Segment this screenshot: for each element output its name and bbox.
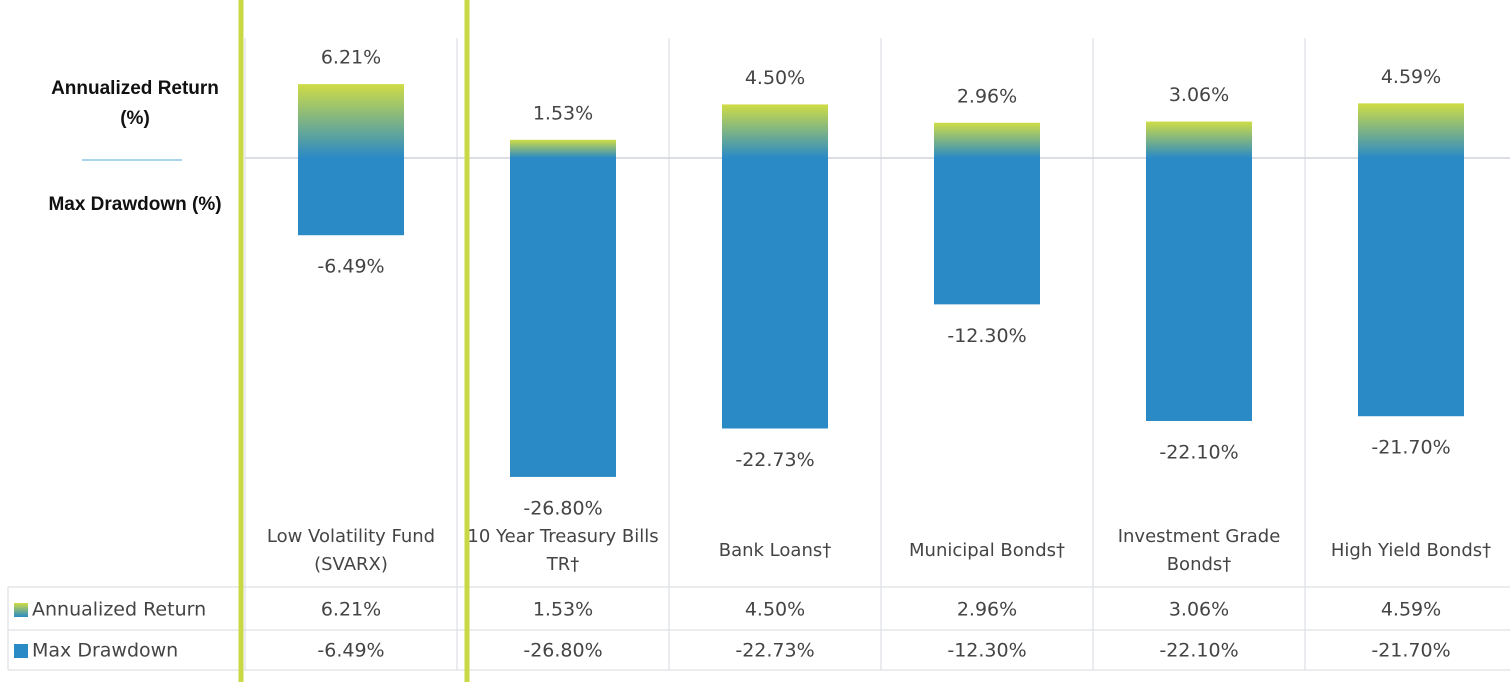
data-label: 1.53% (533, 102, 593, 124)
bar (1358, 103, 1464, 158)
table-cell: -21.70% (1371, 640, 1450, 662)
table-cell: 1.53% (533, 599, 593, 621)
bar (722, 158, 828, 429)
data-label: -6.49% (317, 256, 384, 278)
data-label: 4.59% (1381, 66, 1441, 88)
bar (510, 158, 616, 477)
bar (298, 158, 404, 236)
x-tick-label: Low Volatility Fund (SVARX) (266, 526, 436, 575)
table-cell: 2.96% (957, 599, 1017, 621)
table-cell: -26.80% (523, 640, 602, 662)
bar (1146, 158, 1252, 421)
table-cell: 4.50% (745, 599, 805, 621)
legend-swatch (14, 603, 28, 617)
bar (1146, 121, 1252, 158)
bar (510, 139, 616, 158)
legend-label: Max Drawdown (32, 640, 178, 662)
data-label: -22.10% (1159, 441, 1238, 463)
bar (1358, 158, 1464, 417)
data-label: 3.06% (1169, 84, 1229, 106)
x-tick-label: Investment Grade Bonds† (1117, 526, 1281, 575)
y-label-return: Annualized Return (%) (51, 78, 219, 129)
table-cell: 6.21% (321, 599, 381, 621)
x-tick-label: Bank Loans† (718, 540, 832, 561)
table-cell: 3.06% (1169, 599, 1229, 621)
bar (934, 122, 1040, 158)
x-tick-label: 10 Year Treasury Bills TR† (467, 526, 659, 575)
table-cell: -22.10% (1159, 640, 1238, 662)
legend-swatch (14, 644, 28, 658)
data-label: 4.50% (745, 67, 805, 89)
table-cell: -12.30% (947, 640, 1026, 662)
data-label: -26.80% (523, 497, 602, 519)
table-cell: -6.49% (317, 640, 384, 662)
data-label: -12.30% (947, 325, 1026, 347)
table-cell: -22.73% (735, 640, 814, 662)
x-tick-label: High Yield Bonds† (1330, 540, 1492, 561)
data-label: 6.21% (321, 47, 381, 69)
data-label: 2.96% (957, 85, 1017, 107)
bar (722, 104, 828, 158)
bar (934, 158, 1040, 305)
y-label-drawdown: Max Drawdown (%) (48, 194, 222, 215)
data-label: -22.73% (735, 449, 814, 471)
legend-label: Annualized Return (32, 599, 206, 621)
bar (298, 84, 404, 158)
x-tick-label: Municipal Bonds† (909, 540, 1065, 561)
table-cell: 4.59% (1381, 599, 1441, 621)
highlight-box (238, 0, 470, 682)
data-label: -21.70% (1371, 437, 1450, 459)
